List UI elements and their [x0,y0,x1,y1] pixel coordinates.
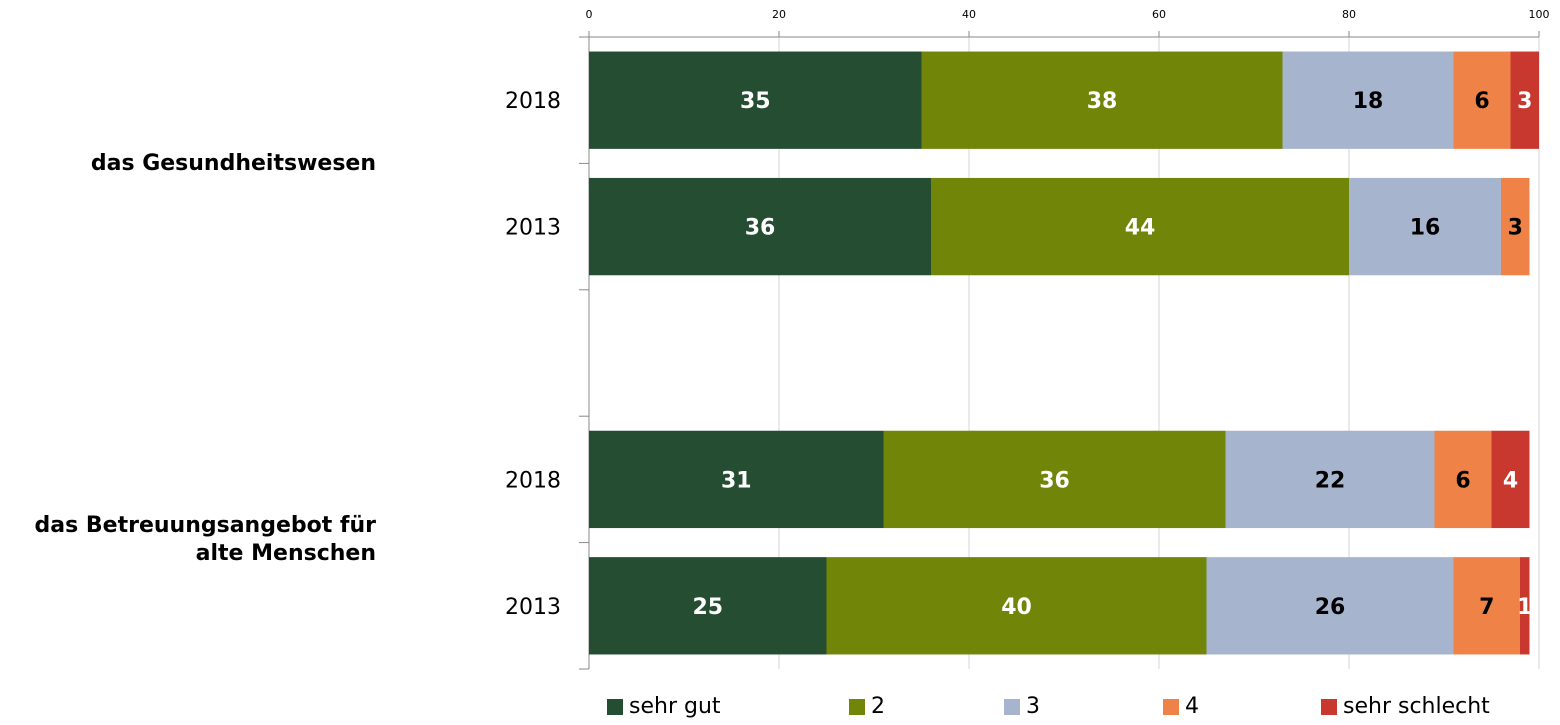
x-tick-label: 80 [1342,8,1356,21]
group-label-gesundheitswesen: das Gesundheitswesen [90,151,376,176]
legend-label: sehr gut [629,694,721,719]
legend-label: 2 [871,694,885,719]
data-label: 6 [1474,89,1489,114]
bar-segment [1520,557,1530,655]
row-label: 2013 [505,595,561,620]
bar-segment [589,430,884,529]
data-label: 31 [721,468,752,493]
bar-segment [883,430,1226,529]
data-label: 6 [1455,468,1470,493]
data-label: 36 [745,216,776,241]
data-label: 16 [1410,216,1441,241]
row-label: 2018 [505,468,561,493]
x-tick-label: 100 [1529,8,1550,21]
bar-segment [1510,51,1539,149]
group-label-betreuungsangebot: das Betreuungsangebot für alte Menschen [20,512,376,568]
bar-segment [1491,430,1530,529]
legend-swatch [1163,698,1179,715]
legend-label: 4 [1185,694,1199,719]
legend-swatch [849,698,865,715]
row-label: 2013 [505,216,561,241]
bar-segment [1453,557,1520,655]
data-label: 38 [1087,89,1118,114]
group-label-line-2: alte Menschen [195,541,376,566]
bar-segment [1282,51,1454,149]
legend-label: sehr schlecht [1343,694,1490,719]
legend-label: 3 [1026,694,1040,719]
bar-segment [1225,430,1435,529]
x-tick-label: 40 [962,8,976,21]
x-tick-label: 20 [772,8,786,21]
legend: sehr gut 2 3 4 sehr schlecht [0,694,1560,722]
data-label: 3 [1508,216,1523,241]
data-label: 18 [1353,89,1384,114]
bar-segment [589,177,931,276]
legend-swatch [1321,698,1337,715]
x-tick-label: 60 [1152,8,1166,21]
bar-segment [1453,51,1511,149]
bar-segment [1206,557,1454,655]
data-label: 25 [692,595,723,620]
legend-item: sehr gut [607,694,721,719]
data-label: 36 [1039,468,1070,493]
group-label-line-1: das Betreuungsangebot für [34,513,376,538]
bar-segment [1501,177,1530,276]
bar-segment [1349,177,1501,276]
bar-segment [1434,430,1492,529]
data-label: 3 [1517,89,1532,114]
data-label: 4 [1503,468,1518,493]
x-tick-label: 0 [586,8,593,21]
legend-item: sehr schlecht [1321,694,1490,719]
legend-swatch [607,698,623,715]
data-label: 40 [1001,595,1032,620]
legend-item: 3 [1004,694,1040,719]
data-label: 7 [1479,595,1494,620]
data-label: 26 [1315,595,1346,620]
row-label: 2018 [505,89,561,114]
legend-item: 2 [849,694,885,719]
legend-item: 4 [1163,694,1199,719]
bar-segment [826,557,1207,655]
data-label: 22 [1315,468,1346,493]
data-label: 44 [1125,216,1156,241]
bar-segment [589,51,922,149]
bar-segment [931,177,1349,276]
data-label: 1 [1517,595,1532,620]
legend-swatch [1004,698,1020,715]
bar-segment [589,557,827,655]
bar-segment [921,51,1283,149]
data-label: 35 [740,89,771,114]
